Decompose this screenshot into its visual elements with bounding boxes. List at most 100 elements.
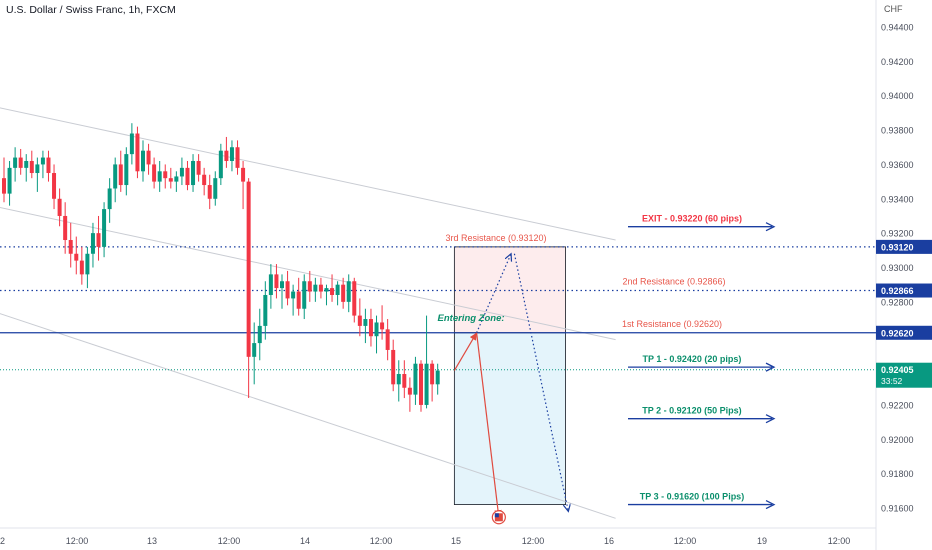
candle[interactable] (124, 147, 129, 196)
candle[interactable] (285, 270, 290, 306)
candle[interactable] (152, 157, 157, 189)
candle[interactable] (335, 281, 340, 306)
channel-line[interactable] (0, 199, 616, 341)
candle[interactable] (280, 274, 284, 309)
candle[interactable] (191, 154, 196, 192)
price-tag-label: 0.92866 (881, 286, 914, 296)
candle[interactable] (435, 363, 440, 395)
candle[interactable] (352, 277, 357, 323)
candle[interactable] (85, 246, 90, 289)
candle[interactable] (57, 188, 62, 227)
candle[interactable] (113, 157, 118, 203)
candle[interactable] (68, 222, 73, 268)
candle[interactable] (330, 274, 335, 302)
candle[interactable] (235, 140, 240, 175)
candle[interactable] (35, 157, 40, 192)
candle[interactable] (380, 305, 385, 340)
candle[interactable] (146, 143, 151, 175)
y-tick-label: 0.93000 (881, 263, 914, 273)
candle[interactable] (2, 157, 6, 203)
candle[interactable] (29, 150, 34, 179)
candle[interactable] (63, 202, 68, 254)
candle[interactable] (374, 315, 379, 354)
candle[interactable] (407, 377, 412, 412)
candle[interactable] (241, 160, 246, 210)
resistance-label: 2nd Resistance (0.92866) (622, 277, 725, 287)
candle[interactable] (424, 315, 429, 409)
candle[interactable] (296, 277, 301, 316)
candle[interactable] (196, 154, 201, 182)
candle[interactable] (357, 298, 362, 337)
candle[interactable] (257, 308, 262, 361)
y-tick-label: 0.91600 (881, 504, 914, 514)
target-zone[interactable] (453, 332, 566, 505)
x-tick-label: 12:00 (674, 536, 697, 546)
candle[interactable] (74, 236, 79, 275)
candle[interactable] (268, 264, 273, 309)
candle[interactable] (307, 270, 312, 302)
bar-countdown: 33:52 (881, 376, 903, 386)
candle[interactable] (79, 246, 84, 285)
y-tick-label: 0.93800 (881, 126, 914, 136)
candle[interactable] (246, 178, 251, 399)
resistance-label: 3rd Resistance (0.93120) (445, 233, 546, 243)
candle[interactable] (419, 360, 423, 412)
candle[interactable] (135, 126, 140, 179)
price-tag (876, 239, 932, 254)
candle[interactable] (185, 160, 190, 191)
candle[interactable] (229, 140, 234, 172)
candle[interactable] (213, 171, 218, 206)
candle[interactable] (402, 360, 407, 399)
current-price-tag (876, 362, 932, 388)
projection-arrow[interactable] (476, 332, 502, 518)
candle[interactable] (224, 136, 229, 168)
candle[interactable] (7, 160, 12, 206)
candle[interactable] (40, 150, 45, 179)
y-tick-label: 0.91800 (881, 469, 914, 479)
target-arrow-head (765, 362, 776, 372)
candle[interactable] (302, 274, 307, 320)
candle[interactable] (274, 264, 279, 299)
projection-arrow[interactable] (453, 332, 478, 371)
candle[interactable] (157, 160, 162, 192)
candle[interactable] (341, 277, 346, 309)
candle[interactable] (90, 222, 95, 268)
candle[interactable] (385, 319, 390, 361)
candle[interactable] (46, 150, 51, 182)
candle[interactable] (207, 174, 212, 210)
candle[interactable] (368, 308, 373, 347)
candle[interactable] (396, 360, 401, 402)
candle[interactable] (24, 154, 29, 182)
candle[interactable] (363, 308, 368, 344)
channel-line[interactable] (0, 99, 616, 241)
candle[interactable] (252, 322, 257, 385)
candle[interactable] (168, 167, 173, 189)
candle[interactable] (313, 277, 318, 302)
candle[interactable] (179, 157, 184, 186)
candle[interactable] (96, 215, 101, 261)
candle[interactable] (174, 171, 179, 192)
candle[interactable] (202, 167, 207, 196)
candle[interactable] (346, 274, 351, 313)
candle[interactable] (129, 123, 134, 165)
candle[interactable] (141, 140, 145, 182)
candle[interactable] (52, 164, 57, 210)
x-tick-label: 12:00 (828, 536, 851, 546)
candle[interactable] (13, 147, 18, 182)
candle[interactable] (118, 150, 123, 192)
candle[interactable] (430, 360, 435, 402)
candle[interactable] (18, 148, 23, 175)
candle[interactable] (391, 339, 396, 392)
channel-line[interactable] (0, 300, 616, 519)
candle[interactable] (318, 277, 323, 299)
candle[interactable] (102, 202, 107, 258)
candle[interactable] (218, 143, 223, 186)
candle[interactable] (263, 281, 268, 340)
candle[interactable] (291, 284, 296, 316)
candle[interactable] (163, 164, 168, 189)
candle[interactable] (413, 356, 418, 405)
candle[interactable] (107, 178, 112, 223)
candle[interactable] (324, 284, 329, 306)
target-arrow-head (765, 499, 776, 510)
